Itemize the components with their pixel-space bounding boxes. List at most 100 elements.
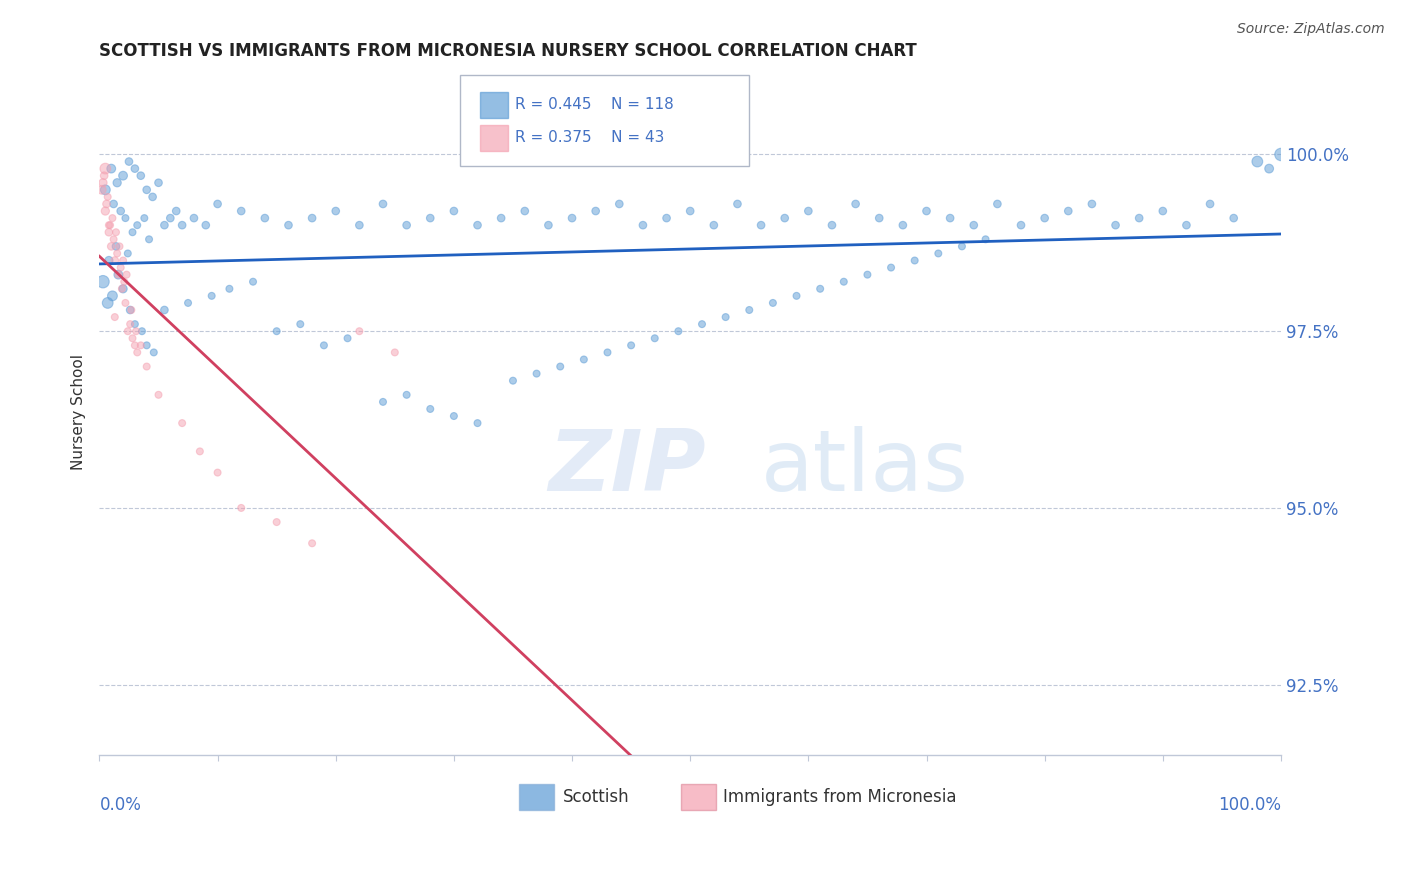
Point: [773, 211, 796, 226]
FancyBboxPatch shape: [519, 784, 554, 810]
Text: SCOTTISH VS IMMIGRANTS FROM MICRONESIA NURSERY SCHOOL CORRELATION CHART: SCOTTISH VS IMMIGRANTS FROM MICRONESIA N…: [100, 42, 917, 60]
Point: [1152, 204, 1174, 219]
Point: [97, 218, 120, 232]
Point: [312, 338, 335, 352]
FancyBboxPatch shape: [479, 92, 508, 118]
Point: [112, 282, 135, 296]
Point: [115, 268, 138, 282]
Point: [1010, 218, 1032, 232]
Point: [153, 303, 176, 318]
Point: [301, 536, 323, 550]
Point: [502, 374, 524, 388]
Point: [125, 324, 148, 338]
Point: [135, 183, 157, 197]
Point: [690, 317, 713, 331]
Point: [131, 324, 153, 338]
Point: [1104, 218, 1126, 232]
Point: [467, 218, 489, 232]
Point: [107, 268, 129, 282]
Point: [738, 303, 761, 318]
Point: [1057, 204, 1080, 219]
Point: [110, 204, 132, 219]
Point: [172, 218, 194, 232]
Point: [165, 204, 187, 219]
Text: R = 0.445    N = 118: R = 0.445 N = 118: [516, 97, 673, 112]
Point: [880, 260, 903, 275]
Point: [104, 310, 127, 324]
Point: [142, 345, 165, 359]
Point: [513, 204, 536, 219]
Point: [91, 176, 114, 190]
Point: [443, 204, 465, 219]
Point: [112, 253, 135, 268]
Point: [124, 317, 146, 331]
Point: [856, 268, 879, 282]
Point: [714, 310, 737, 324]
Point: [703, 218, 725, 232]
Point: [325, 204, 347, 219]
Point: [93, 169, 115, 183]
Point: [821, 218, 844, 232]
Text: Immigrants from Micronesia: Immigrants from Micronesia: [723, 789, 956, 806]
Point: [207, 197, 229, 211]
Point: [127, 345, 149, 359]
Point: [336, 331, 359, 345]
Point: [679, 204, 702, 219]
Point: [349, 218, 371, 232]
Point: [904, 253, 927, 268]
Point: [974, 232, 997, 246]
Point: [290, 317, 312, 331]
Point: [845, 197, 868, 211]
Point: [301, 211, 323, 226]
Point: [631, 218, 654, 232]
Point: [950, 239, 973, 253]
Point: [349, 324, 371, 338]
Point: [939, 211, 962, 226]
Point: [963, 218, 986, 232]
Text: 0.0%: 0.0%: [100, 797, 142, 814]
Point: [231, 204, 253, 219]
Point: [103, 232, 125, 246]
Point: [148, 176, 170, 190]
Point: [749, 218, 772, 232]
Point: [127, 218, 149, 232]
Point: [97, 225, 120, 239]
Point: [1270, 147, 1292, 161]
FancyBboxPatch shape: [681, 784, 716, 810]
Point: [419, 401, 441, 416]
Point: [644, 331, 666, 345]
Point: [183, 211, 205, 226]
Text: 100.0%: 100.0%: [1218, 797, 1281, 814]
Point: [94, 204, 117, 219]
Point: [90, 183, 112, 197]
Point: [120, 317, 142, 331]
Point: [277, 218, 299, 232]
Point: [467, 416, 489, 430]
Point: [201, 289, 224, 303]
Point: [100, 161, 122, 176]
Point: [371, 197, 394, 211]
Point: [585, 204, 607, 219]
Point: [596, 345, 619, 359]
Point: [242, 275, 264, 289]
Point: [1246, 154, 1268, 169]
FancyBboxPatch shape: [460, 75, 749, 166]
Text: Source: ZipAtlas.com: Source: ZipAtlas.com: [1237, 22, 1385, 37]
Point: [159, 211, 181, 226]
Point: [868, 211, 890, 226]
Point: [253, 211, 276, 226]
FancyBboxPatch shape: [479, 125, 508, 151]
Point: [104, 225, 127, 239]
Point: [266, 324, 288, 338]
Point: [607, 197, 630, 211]
Point: [561, 211, 583, 226]
Point: [266, 515, 288, 529]
Point: [121, 331, 143, 345]
Point: [443, 409, 465, 423]
Point: [384, 345, 406, 359]
Point: [727, 197, 749, 211]
Point: [105, 176, 128, 190]
Point: [832, 275, 855, 289]
Point: [118, 154, 141, 169]
Point: [124, 161, 146, 176]
